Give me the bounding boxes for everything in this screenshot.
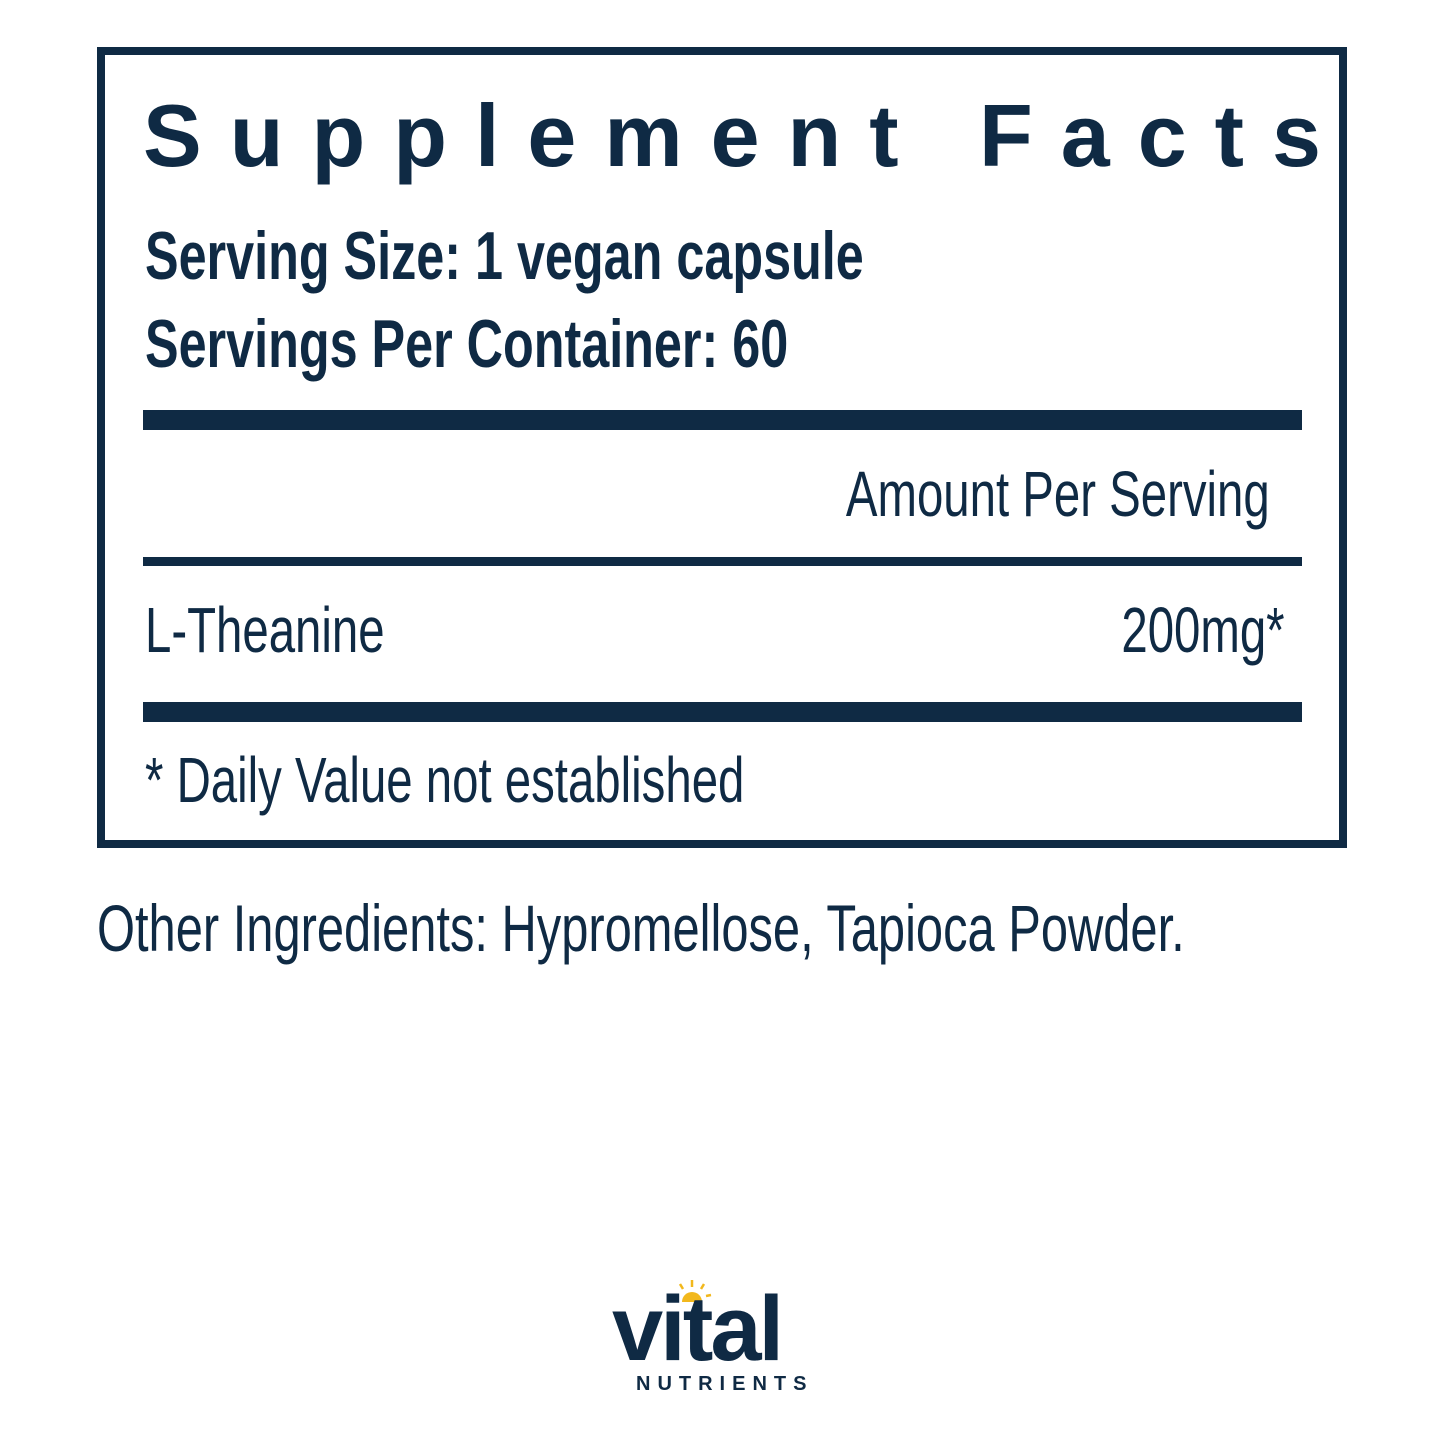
logo-subword: NUTRIENTS <box>636 1373 814 1395</box>
vital-nutrients-logo: vital NUTRIENTS <box>612 1278 837 1398</box>
thin-divider <box>143 557 1302 566</box>
footnote: * Daily Value not established <box>145 744 745 816</box>
amount-header: Amount Per Serving <box>846 458 1270 530</box>
logo-word: vital <box>612 1278 784 1380</box>
other-ingredients: Other Ingredients: Hypromellose, Tapioca… <box>97 891 1185 965</box>
supplement-facts-panel <box>97 47 1347 848</box>
ingredient-name: L-Theanine <box>145 594 385 666</box>
ingredient-amount: 200mg* <box>1121 594 1285 666</box>
panel-title: Supplement Facts <box>143 86 1349 185</box>
thick-divider <box>143 410 1302 430</box>
servings-per-container: Servings Per Container: 60 <box>145 306 789 382</box>
sun-icon <box>672 1280 712 1302</box>
serving-size: Serving Size: 1 vegan capsule <box>145 218 864 294</box>
thick-divider <box>143 702 1302 722</box>
